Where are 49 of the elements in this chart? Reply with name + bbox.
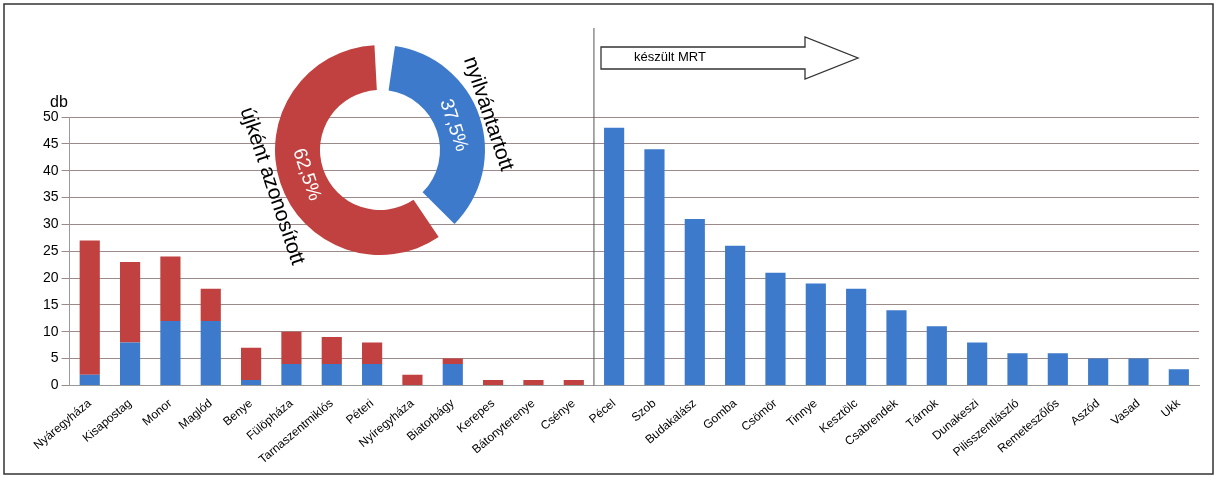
bar	[725, 245, 746, 385]
bar	[563, 380, 584, 385]
y-tick-label: 45	[42, 134, 59, 151]
bar	[926, 326, 947, 385]
bar	[241, 347, 262, 381]
bar	[1128, 358, 1149, 385]
bar	[200, 288, 221, 321]
bar	[483, 380, 504, 385]
bar	[765, 272, 786, 385]
y-tick-label: 30	[42, 215, 59, 232]
bar	[281, 363, 302, 385]
bar	[79, 374, 100, 385]
bar	[119, 342, 141, 385]
text: készült MRT	[633, 49, 706, 64]
y-tick-label: 40	[42, 161, 59, 178]
y-tick-label: 5	[50, 349, 59, 366]
bar	[200, 320, 221, 385]
y-tick-label: 10	[42, 322, 59, 339]
bar	[805, 283, 826, 385]
bar	[846, 288, 867, 385]
bar	[119, 261, 141, 343]
x-tick-label: Ukk	[1158, 395, 1184, 420]
bar	[1168, 369, 1189, 385]
bar	[362, 342, 383, 364]
bar	[321, 363, 342, 385]
bar	[402, 374, 423, 385]
bar	[1047, 353, 1068, 385]
bar	[241, 380, 262, 385]
bar	[604, 127, 625, 385]
y-tick-label: 0	[50, 376, 59, 393]
bar	[79, 240, 100, 375]
bar	[886, 310, 907, 385]
bar	[160, 320, 181, 385]
bar	[1088, 358, 1109, 385]
y-tick-label: 25	[42, 242, 59, 259]
bar	[644, 149, 665, 385]
bar	[362, 363, 383, 385]
bar	[160, 256, 181, 321]
y-tick-label: 35	[42, 188, 59, 205]
y-tick-label: 15	[42, 295, 59, 312]
bar	[1007, 353, 1028, 385]
bar	[442, 363, 463, 385]
bar	[967, 342, 988, 385]
bar	[523, 380, 544, 385]
bar	[281, 331, 302, 364]
bar	[321, 337, 342, 364]
y-tick-label: 20	[42, 268, 59, 285]
bar	[684, 218, 705, 385]
bar	[442, 358, 463, 364]
